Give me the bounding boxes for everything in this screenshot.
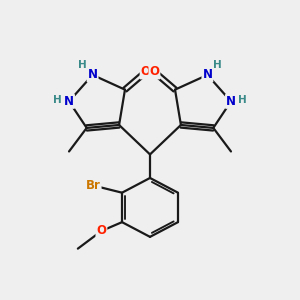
Text: N: N — [226, 95, 236, 108]
Text: N: N — [64, 95, 74, 108]
Text: Br: Br — [86, 179, 101, 192]
Text: N: N — [88, 68, 98, 81]
Text: H: H — [238, 95, 247, 105]
Text: N: N — [202, 68, 212, 81]
Text: O: O — [149, 65, 159, 79]
Text: O: O — [141, 65, 151, 79]
Text: H: H — [53, 95, 62, 105]
Text: H: H — [213, 61, 222, 70]
Text: O: O — [96, 224, 106, 238]
Text: H: H — [78, 61, 87, 70]
